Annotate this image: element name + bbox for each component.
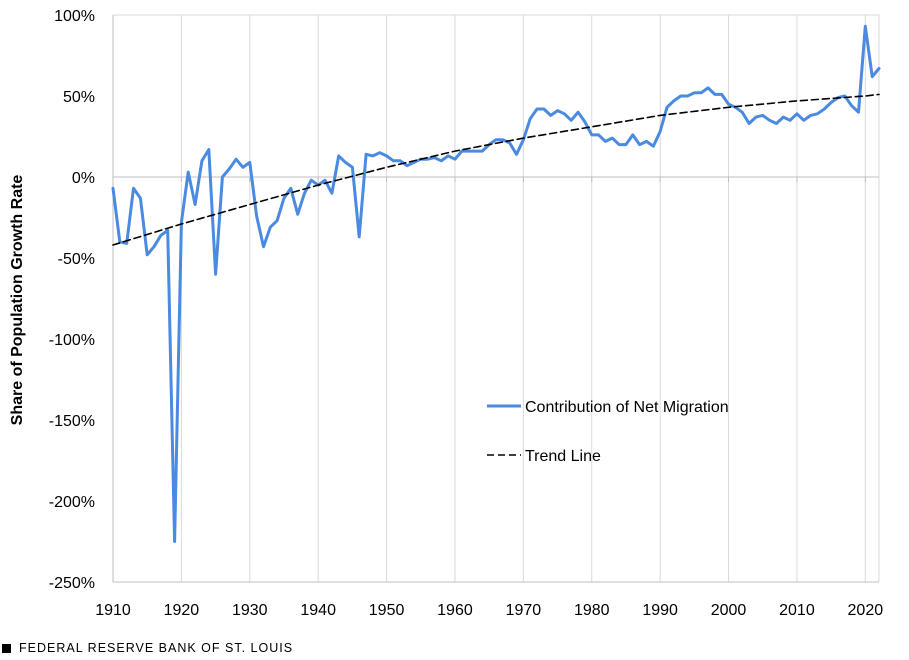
x-tick-label: 1950	[369, 602, 405, 619]
x-tick-label: 2020	[848, 602, 884, 619]
y-tick-label: -250%	[49, 575, 95, 592]
y-tick-label: -150%	[49, 413, 95, 430]
y-tick-label: 100%	[54, 8, 95, 25]
legend-label-trend-line: Trend Line	[525, 448, 601, 465]
y-tick-label: -100%	[49, 332, 95, 349]
y-tick-label: 0%	[72, 170, 95, 187]
legend-label-net-migration: Contribution of Net Migration	[525, 399, 729, 416]
x-tick-labels: 1910 1920 1930 1940 1950 1960 1970 1980 1990 2000…	[95, 602, 883, 619]
x-tick-label: 1930	[232, 602, 268, 619]
x-tick-label: 2010	[779, 602, 815, 619]
x-tick-label: 1970	[506, 602, 542, 619]
x-tick-label: 1980	[574, 602, 610, 619]
legend: Contribution of Net Migration Trend Line	[487, 399, 729, 465]
x-tick-label: 1910	[95, 602, 131, 619]
y-tick-labels: 100% 50% 0% -50% -100% -150% -200% -250%	[49, 8, 95, 592]
footer-source: FEDERAL RESERVE BANK OF ST. LOUIS	[2, 641, 293, 655]
x-tick-label: 1990	[642, 602, 678, 619]
axes	[112, 15, 879, 583]
footer-square-icon	[2, 643, 11, 653]
y-tick-label: -200%	[49, 494, 95, 511]
y-axis-label: Share of Population Growth Rate	[9, 175, 26, 426]
series-line-trend	[112, 93, 880, 246]
x-tick-label: 1920	[164, 602, 200, 619]
vertical-gridlines	[113, 14, 880, 582]
series-lines	[111, 24, 881, 543]
footer-source-text: FEDERAL RESERVE BANK OF ST. LOUIS	[19, 641, 294, 655]
series-line-net-migration	[111, 24, 881, 543]
y-tick-label: 50%	[63, 89, 95, 106]
line-chart: 100%50%0%-50%-100%-150%-200%-250% 1910 19…	[9, 8, 883, 619]
x-tick-label: 1960	[437, 602, 473, 619]
x-tick-label: 2000	[711, 602, 747, 619]
x-tick-label: 1940	[300, 602, 336, 619]
y-tick-label: -50%	[58, 251, 95, 268]
